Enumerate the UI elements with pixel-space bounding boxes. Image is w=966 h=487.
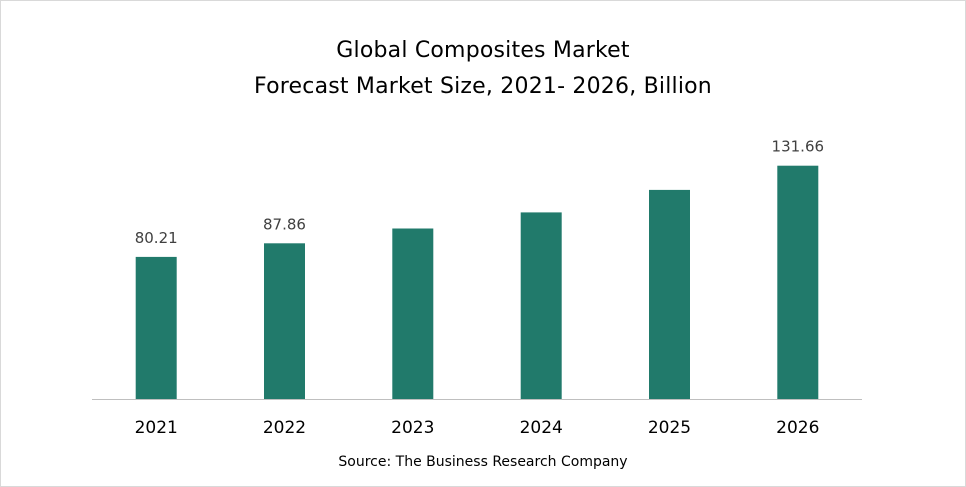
bar-2026 [777, 165, 819, 399]
bar-2021 [135, 256, 177, 399]
x-tick-labels: 2021 2022 2023 2024 2025 2026 [135, 418, 820, 438]
bar-2022 [264, 243, 305, 399]
data-label-2021: 80.21 [135, 229, 178, 247]
data-labels-group: 80.21 87.86 131.66 [135, 138, 824, 247]
x-tick-label-2024: 2024 [520, 418, 563, 438]
x-tick-label-2021: 2021 [135, 418, 178, 438]
source-note: Source: The Business Research Company [338, 454, 628, 470]
chart-subtitle: Forecast Market Size, 2021- 2026, Billio… [254, 74, 712, 99]
bar-2025 [649, 189, 690, 399]
data-label-2022: 87.86 [263, 215, 306, 233]
x-tick-label-2023: 2023 [391, 418, 434, 438]
x-tick-label-2025: 2025 [648, 418, 691, 438]
bar-2024 [520, 212, 562, 399]
x-tick-label-2022: 2022 [263, 418, 306, 438]
x-tick-label-2026: 2026 [776, 418, 819, 438]
data-label-2026: 131.66 [772, 138, 825, 156]
bar-2023 [392, 228, 434, 399]
bars-group [135, 165, 819, 399]
chart-title: Global Composites Market [336, 38, 630, 63]
